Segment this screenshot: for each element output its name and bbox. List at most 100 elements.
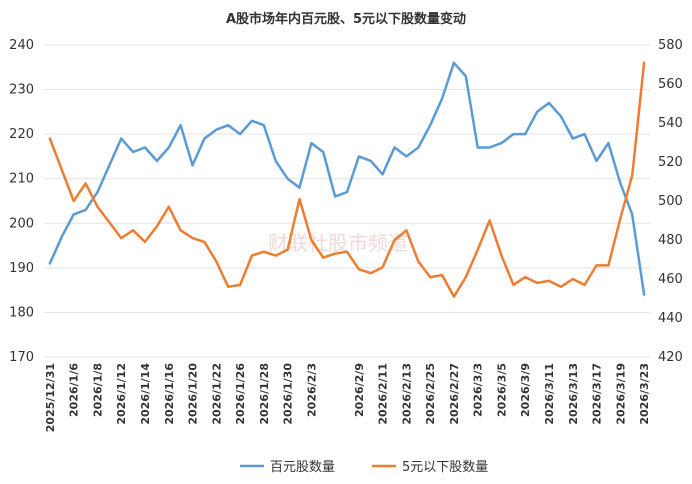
left-y-tick-label: 190 xyxy=(9,261,34,276)
data-point xyxy=(203,240,206,243)
data-point xyxy=(298,186,301,189)
data-point xyxy=(155,225,158,228)
x-tick-label: 2026/3/19 xyxy=(614,363,627,425)
left-y-tick-label: 170 xyxy=(9,350,34,365)
x-tick-label: 2026/3/5 xyxy=(495,363,508,417)
data-point xyxy=(595,264,598,267)
x-tick-label: 2026/1/30 xyxy=(282,363,295,425)
data-point xyxy=(643,293,646,296)
data-point xyxy=(227,124,230,127)
left-y-tick-label: 210 xyxy=(9,172,34,187)
data-point xyxy=(619,217,622,220)
data-point xyxy=(369,159,372,162)
data-point xyxy=(60,168,63,171)
data-point xyxy=(369,272,372,275)
data-point xyxy=(441,274,444,277)
data-point xyxy=(393,238,396,241)
grid-layer xyxy=(44,44,650,358)
data-point xyxy=(583,133,586,136)
data-point xyxy=(179,124,182,127)
right-y-tick-label: 540 xyxy=(658,116,683,131)
x-tick-label: 2026/2/9 xyxy=(353,363,366,417)
data-point xyxy=(108,164,111,167)
x-tick-label: 2026/1/6 xyxy=(68,363,81,417)
x-axis: 2025/12/31 2026/1/6 2026/1/8 2026/1/12 2026/… xyxy=(44,363,651,433)
data-point xyxy=(524,276,527,279)
data-point xyxy=(559,115,562,118)
data-point xyxy=(96,191,99,194)
data-point xyxy=(500,142,503,145)
data-point xyxy=(345,250,348,253)
data-point xyxy=(132,229,135,232)
right-y-tick-label: 520 xyxy=(658,155,683,170)
left-y-axis: 170 180 190 200 210 220 230 240 xyxy=(9,38,34,365)
data-point xyxy=(334,195,337,198)
data-point xyxy=(488,146,491,149)
data-point xyxy=(429,124,432,127)
data-point xyxy=(547,279,550,282)
data-point xyxy=(215,128,218,131)
data-point xyxy=(262,250,265,253)
data-point xyxy=(60,235,63,238)
data-point xyxy=(155,159,158,162)
data-point xyxy=(274,254,277,257)
data-point xyxy=(274,159,277,162)
data-point xyxy=(357,268,360,271)
legend-label: 5元以下股数量 xyxy=(402,460,488,475)
right-y-tick-label: 500 xyxy=(658,194,683,209)
data-point xyxy=(464,276,467,279)
data-point xyxy=(96,205,99,208)
x-tick-label: 2026/3/13 xyxy=(567,363,580,425)
data-point xyxy=(631,174,634,177)
data-point xyxy=(167,205,170,208)
data-point xyxy=(607,264,610,267)
data-point xyxy=(536,281,539,284)
data-point xyxy=(310,142,313,145)
data-point xyxy=(357,155,360,158)
data-point xyxy=(72,213,75,216)
data-point xyxy=(452,61,455,64)
data-point xyxy=(298,198,301,201)
data-point xyxy=(500,254,503,257)
left-y-tick-label: 240 xyxy=(9,38,34,53)
left-y-tick-label: 230 xyxy=(9,83,34,98)
data-point xyxy=(167,146,170,149)
x-tick-label: 2026/1/22 xyxy=(210,363,223,425)
left-y-tick-label: 220 xyxy=(9,127,34,142)
data-point xyxy=(631,213,634,216)
left-y-tick-label: 180 xyxy=(9,305,34,320)
x-tick-label: 2026/2/3 xyxy=(305,363,318,417)
x-tick-label: 2026/3/9 xyxy=(519,363,532,417)
data-point xyxy=(120,237,123,240)
data-point xyxy=(322,256,325,259)
data-point xyxy=(286,177,289,180)
data-point xyxy=(84,182,87,185)
data-point xyxy=(381,266,384,269)
data-point xyxy=(571,137,574,140)
x-tick-label: 2026/2/27 xyxy=(448,363,461,425)
data-point xyxy=(108,221,111,224)
legend: 百元股数量 5元以下股数量 xyxy=(240,460,488,475)
data-point xyxy=(191,164,194,167)
data-point xyxy=(417,260,420,263)
data-point xyxy=(334,252,337,255)
right-y-tick-label: 460 xyxy=(658,272,683,287)
data-point xyxy=(227,285,230,288)
data-point xyxy=(215,260,218,263)
series-line xyxy=(48,61,646,298)
data-point xyxy=(405,229,408,232)
data-point xyxy=(547,101,550,104)
data-point xyxy=(393,146,396,149)
data-point xyxy=(48,262,51,265)
data-point xyxy=(120,137,123,140)
data-point xyxy=(239,283,242,286)
data-point xyxy=(476,146,479,149)
data-point xyxy=(48,137,51,140)
x-tick-label: 2026/1/16 xyxy=(163,363,176,425)
right-y-tick-label: 480 xyxy=(658,233,683,248)
data-point xyxy=(583,283,586,286)
data-point xyxy=(619,182,622,185)
right-y-axis: 420 440 460 480 500 520 540 560 580 xyxy=(658,38,683,365)
data-point xyxy=(571,277,574,280)
left-y-tick-label: 200 xyxy=(9,216,34,231)
